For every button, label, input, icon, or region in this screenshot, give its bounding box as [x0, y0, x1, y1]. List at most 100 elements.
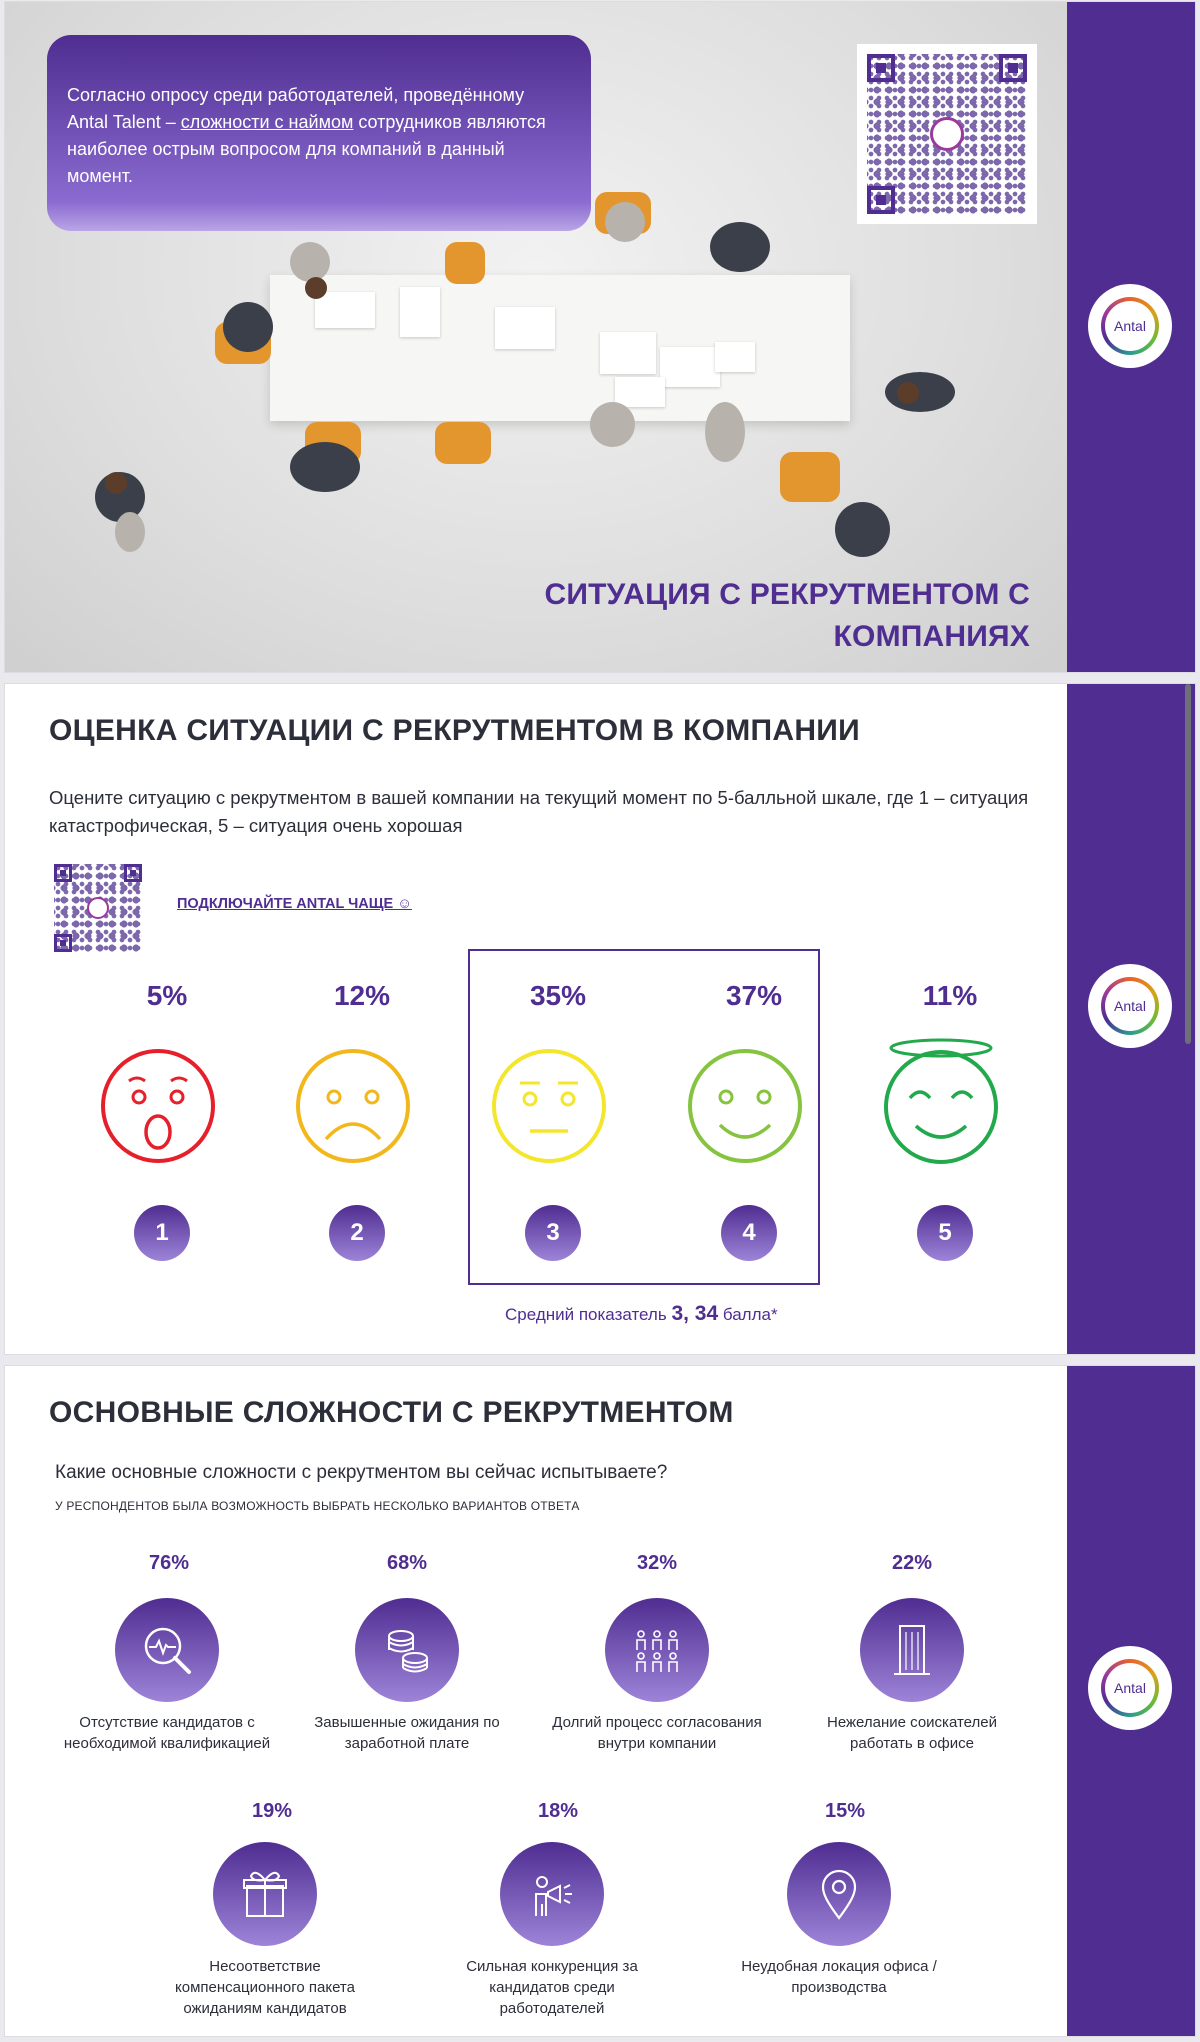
intro-text: Согласно опросу среди работодателей, про…: [67, 82, 567, 190]
angel-face-icon: [884, 1038, 998, 1164]
average-score: Средний показатель 3, 34 балла*: [505, 1302, 778, 1326]
qr-finder: [867, 54, 895, 82]
challenge-percent: 18%: [537, 1800, 579, 1822]
brand-sidebar: Antal: [1067, 1366, 1195, 2036]
challenge-percent: 32%: [636, 1552, 678, 1574]
slide-recruitment-situation: Согласно опросу среди работодателей, про…: [5, 2, 1195, 672]
person: [885, 372, 955, 412]
location-pin-icon: [821, 1869, 857, 1920]
slide-recruitment-challenges: ОСНОВНЫЕ СЛОЖНОСТИ С РЕКРУТМЕНТОМ Какие …: [5, 1366, 1195, 2036]
slide1-title: СИТУАЦИЯ С РЕКРУТМЕНТОМ С КОМПАНИЯХ: [545, 574, 1031, 658]
score-badge: 5: [917, 1205, 973, 1261]
challenge-label: Нежелание соискателей работать в офисе: [827, 1714, 997, 1752]
qr-finder: [999, 54, 1027, 82]
antal-logo: Antal: [1088, 1646, 1172, 1730]
person: [605, 202, 645, 242]
person: [290, 442, 360, 492]
challenge-icon: [355, 1598, 459, 1702]
qr-logo-icon: [930, 117, 964, 151]
person: [223, 302, 273, 352]
multiple-choice-note: У РЕСПОНДЕНТОВ БЫЛА ВОЗМОЖНОСТЬ ВЫБРАТЬ …: [55, 1499, 580, 1513]
challenge-percent: 15%: [824, 1800, 866, 1822]
antal-logo: Antal: [1088, 964, 1172, 1048]
gift-icon: [243, 1871, 287, 1917]
average-value: 3, 34: [671, 1302, 719, 1325]
score-badge: 3: [525, 1205, 581, 1261]
score-badge: 4: [721, 1205, 777, 1261]
person: [290, 242, 330, 282]
challenge-percent: 68%: [386, 1552, 428, 1574]
challenge-icon: [605, 1598, 709, 1702]
intro-link[interactable]: сложности с наймом: [180, 112, 354, 132]
paper: [600, 332, 656, 374]
logo-text: Antal: [1114, 1680, 1146, 1696]
average-label: Средний показатель: [505, 1305, 672, 1324]
intro-text-part: Согласно опросу среди работодателей, про…: [67, 85, 525, 132]
person: [590, 402, 635, 447]
rating-question: Оцените ситуацию с рекрутментом в вашей …: [49, 787, 1029, 836]
challenge-icon: [115, 1598, 219, 1702]
neutral-face-icon: [492, 1049, 606, 1163]
score-badge: 1: [134, 1205, 190, 1261]
challenge-percent: 22%: [891, 1552, 933, 1574]
brand-sidebar: Antal: [1067, 2, 1195, 672]
paper: [715, 342, 755, 372]
challenge-label: Сильная конкуренция за кандидатов среди …: [466, 1958, 638, 2017]
paper: [660, 347, 720, 387]
logo-text: Antal: [1114, 318, 1146, 334]
paper: [400, 287, 440, 337]
brand-sidebar: Antal: [1067, 684, 1195, 1354]
shocked-face-icon: [101, 1049, 215, 1163]
megaphone-person-icon: [535, 1876, 572, 1916]
qr-finder: [54, 934, 72, 952]
rating-percent: 12%: [333, 980, 391, 1011]
rating-percent: 11%: [922, 980, 978, 1011]
person: [835, 502, 890, 557]
antal-logo-ring: Antal: [1101, 297, 1159, 355]
qr-finder: [867, 186, 895, 214]
challenge-label: Завышенные ожидания по заработной плате: [314, 1714, 500, 1752]
scrollbar[interactable]: [1185, 684, 1191, 1044]
magnifier-chart-icon: [144, 1627, 191, 1674]
challenge-label: Отсутствие кандидатов с необходимой квал…: [63, 1714, 271, 1752]
intro-text-part: сотрудников являются наиболее острым воп…: [67, 112, 546, 186]
antal-logo: Antal: [1088, 284, 1172, 368]
paper: [495, 307, 555, 349]
person-head: [305, 277, 327, 299]
qr-code[interactable]: [857, 44, 1037, 224]
paper: [615, 377, 665, 407]
slide1-title-line: СИТУАЦИЯ С РЕКРУТМЕНТОМ С: [544, 578, 1030, 611]
chair: [445, 242, 485, 284]
challenge-percent: 76%: [148, 1552, 190, 1574]
score-badge: 2: [329, 1205, 385, 1261]
rating-percent: 35%: [529, 980, 587, 1011]
rating-percent: 37%: [725, 980, 783, 1011]
coins-icon: [388, 1630, 428, 1673]
chair: [780, 452, 840, 502]
slide2-title: ОЦЕНКА СИТУАЦИИ С РЕКРУТМЕНТОМ В КОМПАНИ…: [49, 714, 861, 747]
person-head: [105, 472, 127, 494]
smile-face-icon: [688, 1049, 802, 1163]
chair: [435, 422, 491, 464]
people-group-icon: [636, 1630, 678, 1672]
challenge-icon: [787, 1842, 891, 1946]
challenge-label: Несоответствие компенсационного пакета о…: [175, 1958, 355, 2017]
challenges-question: Какие основные сложности с рекрутментом …: [55, 1462, 668, 1483]
qr-logo-icon: [87, 897, 109, 919]
qr-pattern: [867, 54, 1027, 214]
sad-face-icon: [296, 1049, 410, 1163]
connect-antal-link[interactable]: ПОДКЛЮЧАЙТЕ ANTAL ЧАЩЕ ☺: [177, 896, 413, 912]
challenge-icon: [500, 1842, 604, 1946]
qr-code-small[interactable]: [48, 858, 148, 958]
logo-text: Antal: [1114, 998, 1146, 1014]
average-unit: балла*: [718, 1305, 778, 1324]
highlight-frame: [468, 949, 820, 1285]
challenge-icon: [860, 1598, 964, 1702]
qr-finder: [54, 864, 72, 882]
person: [705, 402, 745, 462]
person: [710, 222, 770, 272]
challenge-icon: [213, 1842, 317, 1946]
qr-pattern: [54, 864, 142, 952]
office-building-icon: [894, 1625, 930, 1675]
person-head: [897, 382, 919, 404]
